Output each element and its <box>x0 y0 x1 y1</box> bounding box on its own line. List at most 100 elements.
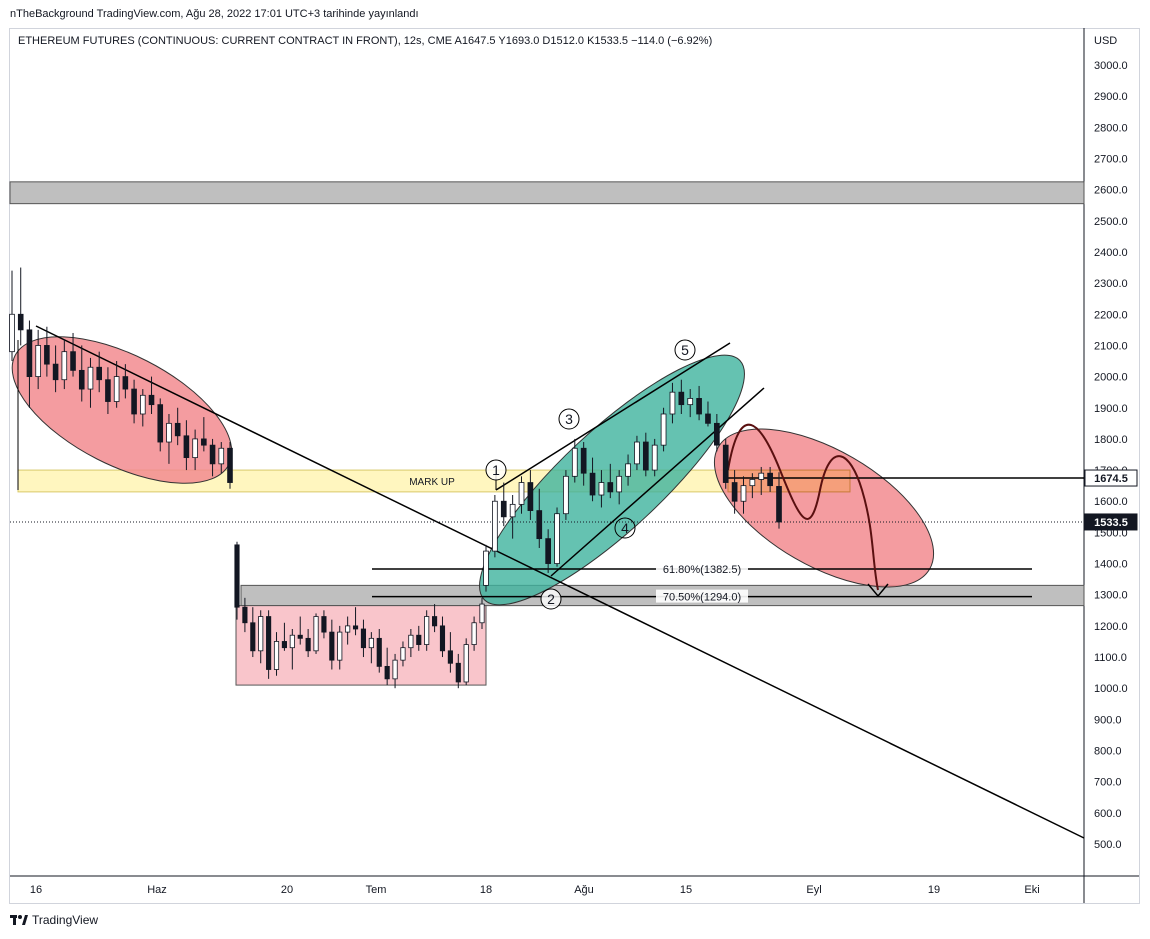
wave-label-circle <box>674 339 696 361</box>
candle-body <box>509 503 516 518</box>
candle-body <box>122 376 129 390</box>
fib-label-bg <box>656 589 748 603</box>
candle-body <box>758 472 765 480</box>
candle-body <box>250 622 256 652</box>
candle-body <box>148 394 155 406</box>
candle-body <box>571 447 578 477</box>
symbol-legend: ETHEREUM FUTURES (CONTINUOUS: CURRENT CO… <box>18 35 713 47</box>
candle-body <box>157 404 164 443</box>
time-axis-tick-label: Tem <box>366 884 387 896</box>
candle-body <box>313 616 319 652</box>
price-axis-tick-label: 3000.0 <box>1094 60 1128 72</box>
price-axis-tick-label: 1400.0 <box>1094 559 1128 571</box>
candle-body <box>607 482 614 493</box>
price-label: 1674.5 <box>1094 473 1128 485</box>
candle-body <box>705 413 711 424</box>
candle-body <box>17 313 24 331</box>
candle-body <box>714 422 720 446</box>
fib-level-label: 61.80%(1382.5) <box>663 564 741 576</box>
candle-body <box>500 500 507 518</box>
candle-body <box>634 441 640 465</box>
wave-label-3: 3 <box>565 411 573 427</box>
candle-body <box>113 376 120 402</box>
candle-body <box>273 641 280 670</box>
candle-body <box>281 641 287 649</box>
candle-body <box>140 394 146 415</box>
mark-up-label: MARK UP <box>409 477 455 488</box>
chart-frame <box>9 28 1140 904</box>
price-axis-tick-label: 2100.0 <box>1094 340 1128 352</box>
price-axis-tick-label: 800.0 <box>1094 746 1122 758</box>
time-axis-tick-label: 15 <box>680 884 692 896</box>
downtrend-line <box>35 325 1085 839</box>
price-label: 1533.5 <box>1094 517 1128 529</box>
fib-label-bg <box>656 562 748 576</box>
candle-body <box>776 486 782 523</box>
candle-body <box>209 444 216 465</box>
price-axis-tick-label: 1200.0 <box>1094 621 1128 633</box>
candle-body <box>669 391 676 415</box>
price-label-bg <box>1084 513 1138 531</box>
price-axis-tick-label: 2200.0 <box>1094 309 1128 321</box>
channel-upper-line <box>495 342 731 491</box>
candle-body <box>463 644 469 683</box>
candle-body <box>660 413 667 446</box>
price-axis-tick-label: 2700.0 <box>1094 153 1128 165</box>
candle-body <box>78 369 85 390</box>
price-axis-tick-label: 500.0 <box>1094 839 1122 851</box>
candle-body <box>87 366 94 390</box>
candle-body <box>234 544 240 608</box>
candle-body <box>483 550 489 586</box>
time-axis-tick-label: 19 <box>928 884 940 896</box>
candle-body <box>337 631 343 661</box>
candle-body <box>289 634 295 649</box>
candle-body <box>408 634 414 649</box>
candle-body <box>749 479 756 487</box>
candle-body <box>368 637 374 649</box>
fib-level-label: 70.50%(1294.0) <box>663 592 741 604</box>
price-axis-tick-label: 2800.0 <box>1094 122 1128 134</box>
candle-body <box>518 482 525 505</box>
candle-body <box>192 438 198 459</box>
projection-curve <box>727 423 879 591</box>
tradingview-brand[interactable]: TradingView <box>10 913 98 927</box>
price-axis-currency: USD <box>1094 35 1117 47</box>
candle-body <box>9 313 15 353</box>
price-axis-tick-label: 600.0 <box>1094 808 1122 820</box>
price-axis-tick-label: 1800.0 <box>1094 434 1128 446</box>
publish-info: nTheBackground TradingView.com, Ağu 28, … <box>10 8 419 20</box>
time-axis-tick-label: 18 <box>480 884 492 896</box>
candle-body <box>642 441 649 471</box>
candle-body <box>536 510 543 540</box>
candle-body <box>687 398 694 406</box>
candle-body <box>598 482 605 496</box>
brand-label: TradingView <box>32 913 99 927</box>
candle-body <box>258 616 264 652</box>
wave-label-2: 2 <box>547 591 555 607</box>
candle-body <box>696 398 702 415</box>
candle-body <box>131 388 137 415</box>
wave-label-4: 4 <box>621 520 629 536</box>
price-axis-tick-label: 2300.0 <box>1094 278 1128 290</box>
candle-body <box>439 625 446 652</box>
price-axis-tick-label: 1100.0 <box>1094 652 1127 664</box>
time-axis-tick-label: Eyl <box>806 884 821 896</box>
candle-body <box>44 345 50 365</box>
candle-body <box>52 363 59 381</box>
price-axis-tick-label: 1900.0 <box>1094 403 1128 415</box>
candle-body <box>174 422 181 437</box>
wave-label-circle <box>614 517 636 539</box>
candle-body <box>305 637 311 652</box>
channel-lower-line <box>550 387 765 577</box>
candle-body <box>678 391 685 406</box>
candle-body <box>183 435 190 459</box>
candle-body <box>400 647 406 661</box>
candle-body <box>471 622 477 645</box>
candle-body <box>527 482 534 511</box>
price-axis-tick-label: 2600.0 <box>1094 185 1128 197</box>
candle-body <box>455 662 461 683</box>
candle-body <box>479 603 485 624</box>
candle-body <box>545 538 551 564</box>
candle-body <box>651 444 658 471</box>
